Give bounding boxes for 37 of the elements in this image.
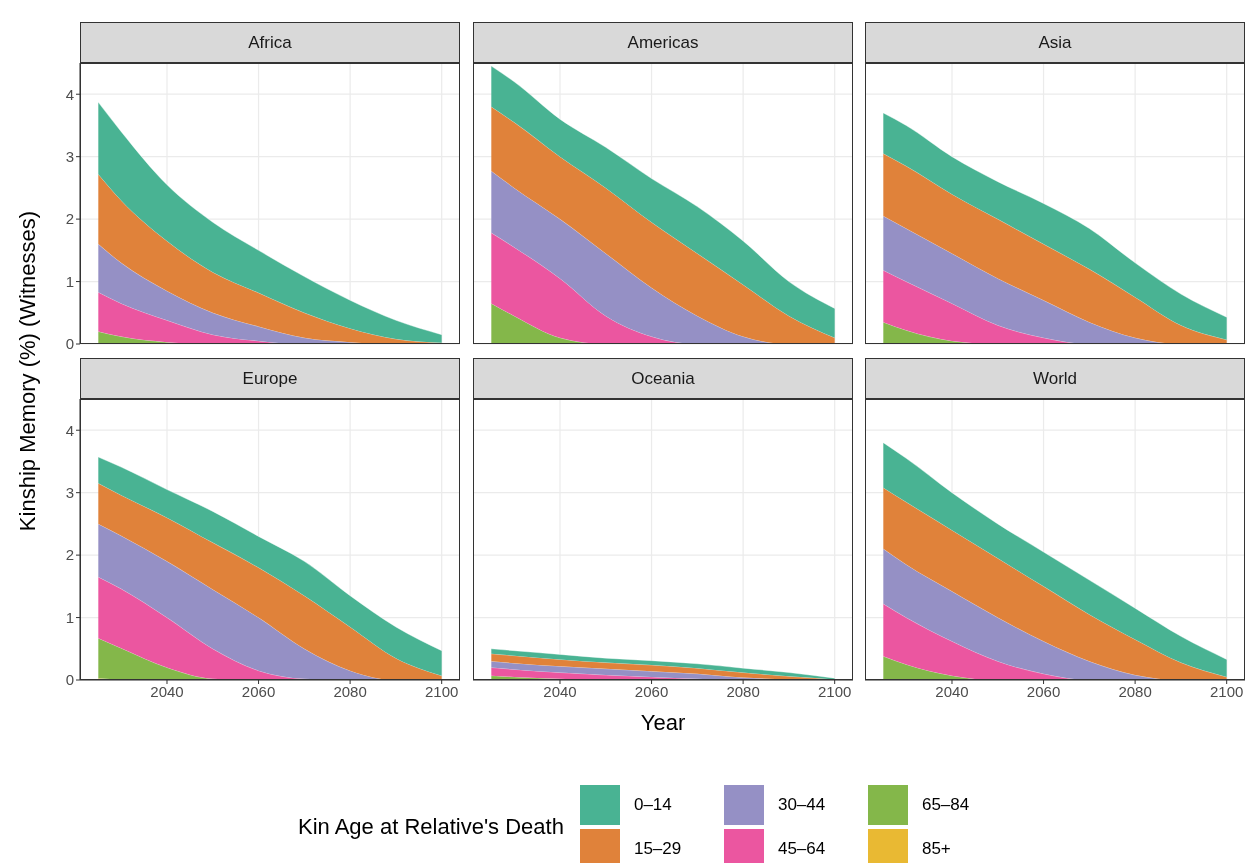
x-tick-label: 2080 bbox=[726, 682, 760, 700]
x-tick-label: 2040 bbox=[935, 682, 969, 700]
legend-label: 45–64 bbox=[777, 839, 827, 859]
y-tick-label: 3 bbox=[65, 483, 74, 501]
x-tick-label: 2100 bbox=[425, 682, 459, 700]
x-tick-label: 2080 bbox=[1118, 682, 1152, 700]
x-tick-label: 2040 bbox=[150, 682, 184, 700]
y-tick-label: 4 bbox=[65, 421, 74, 439]
legend-label: 0–14 bbox=[633, 795, 673, 815]
y-tick-label: 0 bbox=[65, 671, 74, 689]
chart-title: Oceania bbox=[631, 368, 695, 389]
x-tick-label: 2060 bbox=[241, 682, 276, 700]
chart-title: Asia bbox=[1038, 32, 1072, 53]
legend-label: 30–44 bbox=[777, 795, 827, 815]
x-tick-label: 2080 bbox=[333, 682, 367, 700]
x-tick-label: 2040 bbox=[543, 682, 577, 700]
legend-label: 65–84 bbox=[921, 795, 971, 815]
y-axis-title: Kinship Memory (%) (Witnesses) bbox=[15, 210, 41, 532]
x-tick-label: 2060 bbox=[634, 682, 669, 700]
y-tick-label: 3 bbox=[65, 147, 74, 165]
legend-label: 85+ bbox=[921, 839, 952, 859]
x-axis-title: Year bbox=[639, 710, 687, 736]
chart-title: Africa bbox=[248, 32, 292, 53]
x-tick-label: 2100 bbox=[818, 682, 852, 700]
y-tick-label: 1 bbox=[65, 272, 74, 290]
chart-title: World bbox=[1032, 368, 1078, 389]
chart-title: Europe bbox=[242, 368, 298, 389]
x-tick-label: 2060 bbox=[1026, 682, 1061, 700]
chart-title: Americas bbox=[627, 32, 699, 53]
y-tick-label: 2 bbox=[65, 210, 74, 228]
y-tick-label: 0 bbox=[65, 335, 74, 353]
x-tick-label: 2100 bbox=[1210, 682, 1244, 700]
y-tick-label: 2 bbox=[65, 546, 74, 564]
legend-title: Kin Age at Relative's Death bbox=[298, 814, 564, 840]
y-tick-label: 4 bbox=[65, 85, 74, 103]
y-tick-label: 1 bbox=[65, 608, 74, 626]
legend-label: 15–29 bbox=[633, 839, 683, 859]
